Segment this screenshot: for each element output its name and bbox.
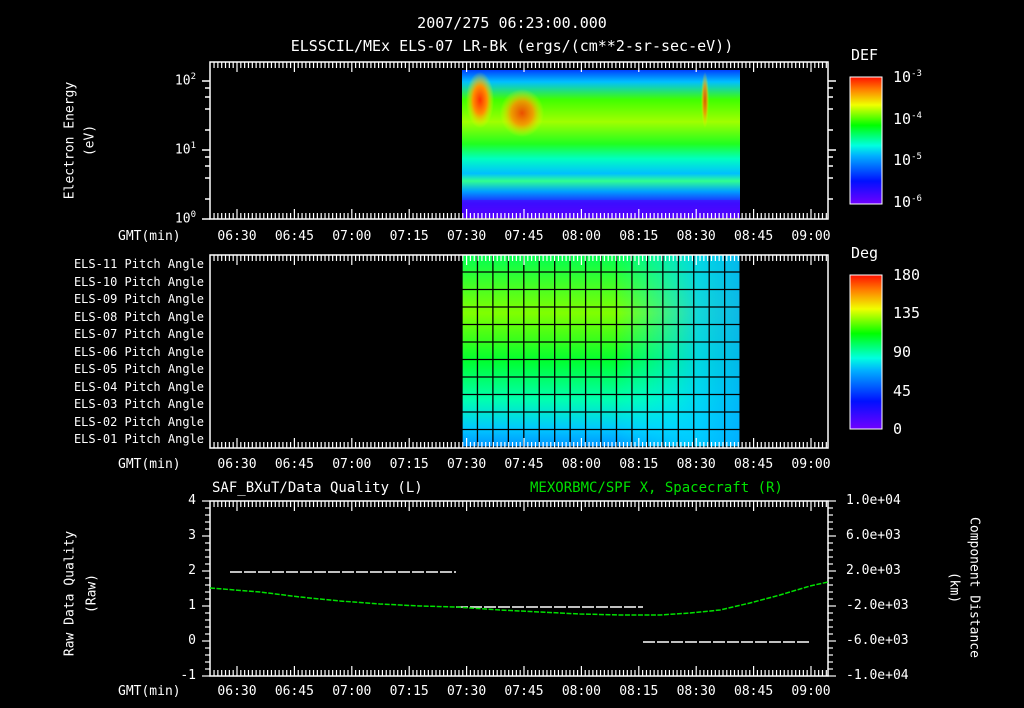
energy-spectrogram — [462, 70, 740, 218]
deg-colorbar-title: Deg — [851, 244, 879, 262]
pitch-row-label-els-09: ELS-09 Pitch Angle — [73, 292, 204, 306]
energy-ytick-100: 102 — [174, 72, 196, 89]
pitch-row-label-els-07: ELS-07 Pitch Angle — [73, 327, 204, 341]
quality-xtick-0645: 06:45 — [274, 684, 314, 699]
pitch-row-label-els-10: ELS-10 Pitch Angle — [73, 274, 204, 289]
pitch-row-label-els-04: ELS-04 Pitch Angle — [73, 379, 204, 394]
energy-xtick-0645: 06:45 — [274, 229, 314, 244]
component-distance-label: Component Distance — [966, 517, 982, 658]
spacecraft-x-series — [209, 581, 829, 616]
pitch-xtick-0815: 08:15 — [619, 457, 659, 472]
pitch-xtick-0845: 08:45 — [734, 457, 774, 472]
quality-xtick-0745: 07:45 — [504, 684, 544, 699]
energy-ytick-10: 101 — [174, 141, 196, 158]
quality-xtick-0815: 08:15 — [619, 684, 659, 699]
def-colorbar-title: DEF — [851, 46, 879, 64]
pitch-angle-axes — [209, 254, 829, 449]
def-colorbar — [849, 76, 883, 205]
pitch-row-label-els-03: ELS-03 Pitch Angle — [73, 397, 204, 411]
quality-xtick-0715: 07:15 — [389, 684, 429, 699]
energy-ytick-1: 100 — [174, 210, 196, 227]
quality-xtick-0845: 08:45 — [734, 684, 774, 699]
def-tick-1e-5: 10-5 — [893, 151, 922, 169]
energy-xtick-0715: 07:15 — [389, 229, 429, 244]
pitch-xtick-0800: 08:00 — [561, 457, 601, 472]
quality-yunits: (Raw) — [84, 573, 100, 614]
gmt-label-3: GMT(min) — [118, 684, 181, 699]
quality-xtick-0900: 09:00 — [791, 684, 831, 699]
pitch-xtick-0645: 06:45 — [274, 457, 314, 472]
quality-xtick-0830: 08:30 — [676, 684, 716, 699]
def-tick-1e-6: 10-6 — [893, 193, 922, 211]
quality-ytick: 1 — [188, 598, 196, 613]
deg-tick-135: 135 — [893, 304, 921, 322]
quality-ytick: 2 — [188, 563, 196, 578]
distance-ytick: 6.0e+03 — [846, 528, 901, 543]
pitch-row-label-els-01: ELS-01 Pitch Angle — [73, 432, 204, 446]
pitch-row-label-els-08: ELS-08 Pitch Angle — [73, 309, 204, 324]
def-tick-1e-3: 10-3 — [893, 68, 922, 86]
pitch-row-label-els-06: ELS-06 Pitch Angle — [73, 344, 204, 359]
pitch-xtick-0830: 08:30 — [676, 457, 716, 472]
gmt-label-1: GMT(min) — [118, 229, 181, 244]
energy-xtick-0730: 07:30 — [447, 229, 487, 244]
quality-left-title: SAF_BXuT/Data Quality (L) — [212, 480, 423, 496]
pitch-xtick-0715: 07:15 — [389, 457, 429, 472]
deg-colorbar — [849, 274, 883, 430]
spacecraft-right-title: MEXORBMC/SPF X, Spacecraft (R) — [530, 480, 783, 496]
energy-xtick-0900: 09:00 — [791, 229, 831, 244]
distance-ytick: 1.0e+04 — [846, 493, 901, 508]
quality-ytick: 4 — [188, 493, 196, 508]
quality-xtick-0730: 07:30 — [447, 684, 487, 699]
energy-xtick-0700: 07:00 — [332, 229, 372, 244]
energy-ylabel: Electron Energy — [62, 81, 78, 200]
pitch-xtick-0900: 09:00 — [791, 457, 831, 472]
deg-tick-45: 45 — [893, 382, 912, 400]
pitch-xtick-0745: 07:45 — [504, 457, 544, 472]
energy-xtick-0800: 08:00 — [561, 229, 601, 244]
distance-ytick: -1.0e+04 — [846, 668, 909, 683]
quality-ytick: 3 — [188, 528, 196, 543]
gmt-label-2: GMT(min) — [118, 457, 181, 472]
energy-xtick-0815: 08:15 — [619, 229, 659, 244]
deg-tick-180: 180 — [893, 266, 921, 284]
energy-axes — [202, 61, 836, 220]
energy-yunits: (eV) — [82, 124, 98, 157]
energy-xtick-0830: 08:30 — [676, 229, 716, 244]
quality-xtick-0630: 06:30 — [217, 684, 257, 699]
distance-ytick: -2.0e+03 — [846, 598, 909, 613]
quality-xtick-0800: 08:00 — [561, 684, 601, 699]
energy-xtick-0630: 06:30 — [217, 229, 257, 244]
energy-xtick-0745: 07:45 — [504, 229, 544, 244]
quality-xtick-0700: 07:00 — [332, 684, 372, 699]
pitch-angle-grid — [461, 255, 741, 448]
deg-tick-90: 90 — [893, 343, 912, 361]
def-tick-1e-4: 10-4 — [893, 110, 922, 128]
quality-ytick: 0 — [188, 633, 196, 648]
pitch-xtick-0730: 07:30 — [447, 457, 487, 472]
pitch-row-label-els-02: ELS-02 Pitch Angle — [73, 414, 204, 429]
distance-ytick: 2.0e+03 — [846, 563, 901, 578]
plot-timestamp: 2007/275 06:23:00.000 — [417, 14, 607, 32]
pitch-row-label-els-11: ELS-11 Pitch Angle — [73, 257, 204, 271]
pitch-xtick-0630: 06:30 — [217, 457, 257, 472]
energy-xtick-0845: 08:45 — [734, 229, 774, 244]
pitch-row-label-els-05: ELS-05 Pitch Angle — [73, 362, 204, 376]
distance-ytick: -6.0e+03 — [846, 633, 909, 648]
data-quality-series — [230, 571, 810, 643]
plot-subtitle: ELSSCIL/MEx ELS-07 LR-Bk (ergs/(cm**2-sr… — [290, 37, 734, 55]
quality-ytick: -1 — [180, 668, 196, 683]
deg-tick-0: 0 — [893, 420, 903, 438]
quality-axes — [209, 500, 829, 677]
pitch-xtick-0700: 07:00 — [332, 457, 372, 472]
component-distance-units: (km) — [946, 571, 962, 604]
quality-ylabel: Raw Data Quality — [62, 530, 78, 657]
